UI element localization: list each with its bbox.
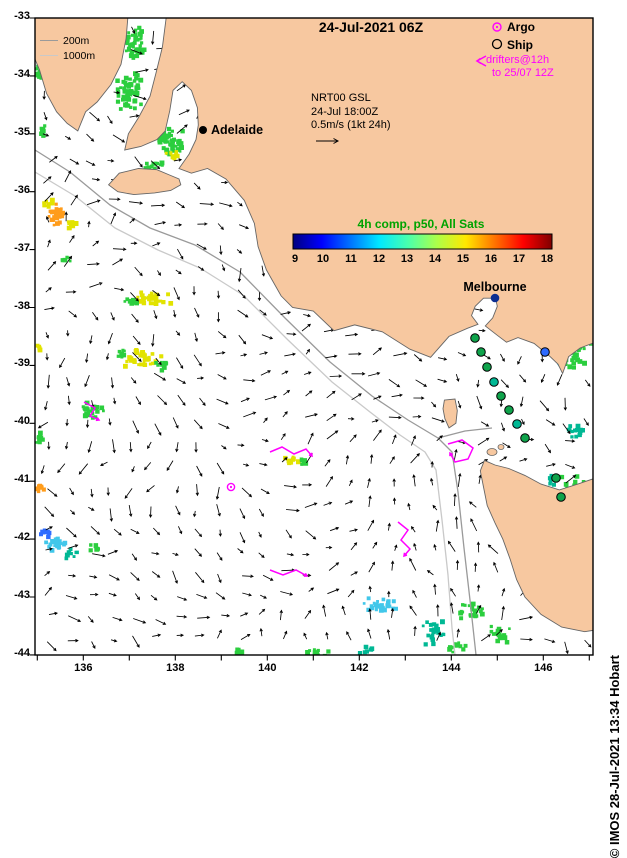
sst-patch xyxy=(566,423,585,439)
sst-patch xyxy=(362,596,398,613)
sst-patch xyxy=(283,455,301,466)
drifter-track xyxy=(397,521,412,558)
land-eyre-peninsula xyxy=(35,18,129,132)
sst-map-figure: 24-Jul-2021 06Z 200m 1000m Argo Ship dri… xyxy=(14,10,622,858)
reference-arrow-icon xyxy=(316,138,340,144)
map-frame xyxy=(34,17,594,656)
drifter-track xyxy=(83,401,101,422)
map-canvas xyxy=(35,18,593,655)
colorbar xyxy=(292,233,553,250)
argo-symbol-icon xyxy=(492,22,502,32)
drifter-track xyxy=(269,569,309,577)
map-overlay xyxy=(29,17,594,661)
sst-patch xyxy=(115,71,144,111)
land-king-island xyxy=(442,398,458,429)
adelaide-marker xyxy=(199,126,207,134)
sst-patch xyxy=(421,619,446,647)
map-graphics xyxy=(29,17,594,661)
ship-symbol-icon xyxy=(491,38,503,50)
sst-patch xyxy=(143,160,165,172)
sst-patch xyxy=(88,543,100,553)
ship-marker xyxy=(520,433,530,443)
sst-patch xyxy=(154,360,169,373)
axis-ticks xyxy=(29,17,590,661)
drifter-track xyxy=(269,446,313,458)
sst-patch xyxy=(489,624,511,645)
land-hunter-island xyxy=(486,448,498,456)
argo-float-center-dot xyxy=(229,485,233,489)
sst-patch xyxy=(39,528,52,540)
drifter-track xyxy=(447,439,474,463)
drifter-tracks xyxy=(83,401,474,577)
land-three-hummock-island xyxy=(497,444,505,450)
sst-patch xyxy=(164,150,180,161)
sst-patch xyxy=(447,641,468,654)
sst-patches xyxy=(35,25,593,655)
ship-marker xyxy=(504,405,514,415)
sst-patch xyxy=(44,536,68,553)
ship-marker xyxy=(512,419,522,429)
sst-patch xyxy=(35,483,46,494)
bathymetry-contour-1000m xyxy=(35,171,456,655)
sst-patch xyxy=(234,647,245,655)
ship-marker xyxy=(476,347,486,357)
argo-float-marker xyxy=(226,482,236,492)
sst-patch xyxy=(123,297,139,306)
land-mainland xyxy=(124,18,593,375)
ship-marker xyxy=(496,391,506,401)
ship-marker xyxy=(489,377,499,387)
sst-patch xyxy=(46,202,65,227)
bathymetry-contour-200m xyxy=(35,149,493,655)
ship-marker xyxy=(551,473,561,483)
sst-patch xyxy=(64,547,79,561)
ship-marker xyxy=(556,492,566,502)
land-tasmania xyxy=(479,459,593,633)
sst-patch xyxy=(134,290,174,306)
sst-patch xyxy=(116,348,127,359)
land-kangaroo-island xyxy=(107,168,182,196)
sst-patch xyxy=(60,255,72,263)
ship-observations xyxy=(470,333,566,502)
sst-patch xyxy=(305,648,331,655)
sst-patch xyxy=(35,343,43,353)
sst-patch xyxy=(357,644,375,655)
sst-patch xyxy=(299,457,309,466)
argo-symbol-dot xyxy=(495,25,499,29)
ship-marker xyxy=(470,333,480,343)
melbourne-marker xyxy=(490,293,500,303)
sst-patch xyxy=(124,25,147,60)
sst-patch xyxy=(35,430,45,445)
ship-marker xyxy=(482,362,492,372)
ship-marker xyxy=(540,347,550,357)
drifter-symbol-icon xyxy=(475,55,487,67)
sst-patch xyxy=(66,220,79,231)
sst-patch xyxy=(123,348,164,369)
